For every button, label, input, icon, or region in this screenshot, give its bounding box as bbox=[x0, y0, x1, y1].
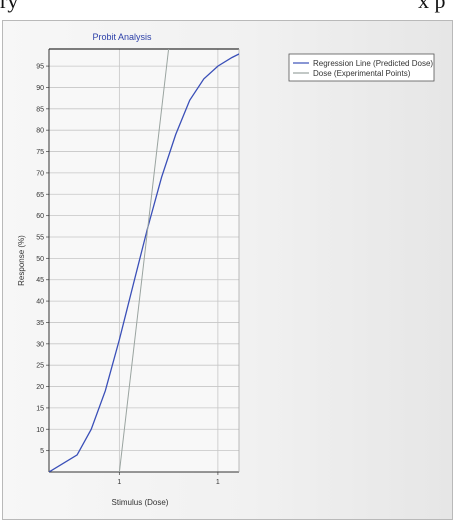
y-tick-label: 20 bbox=[36, 384, 44, 391]
x-axis-label: Stimulus (Dose) bbox=[112, 498, 169, 507]
regression-line bbox=[49, 53, 239, 472]
y-tick-label: 40 bbox=[36, 299, 44, 306]
chart-panel: 5 10 15 20 25 30 35 40 45 50 55 60 65 70 75 80 85 90 95 1 1 … bbox=[2, 20, 453, 520]
y-tick-label: 55 bbox=[36, 235, 44, 242]
y-tick-label: 95 bbox=[36, 64, 44, 71]
legend-entry-label: Regression Line (Predicted Dose) bbox=[313, 59, 433, 68]
legend-entry-label: Dose (Experimental Points) bbox=[313, 69, 411, 78]
y-tick-label: 80 bbox=[36, 128, 44, 135]
caption-left-text: ry bbox=[0, 0, 19, 13]
y-tick-label: 30 bbox=[36, 341, 44, 348]
y-tick-label: 25 bbox=[36, 363, 44, 370]
y-tick-label: 5 bbox=[40, 448, 44, 455]
legend-box bbox=[288, 53, 435, 82]
experimental-dose-line bbox=[118, 48, 170, 472]
x-tick-label: 1 bbox=[216, 479, 220, 486]
top-caption-fragment: ry x p bbox=[0, 0, 456, 20]
series-layer bbox=[49, 48, 239, 472]
y-tick-label: 75 bbox=[36, 149, 44, 156]
legend: Regression Line (Predicted Dose)Dose (Ex… bbox=[288, 53, 435, 82]
y-tick-label: 65 bbox=[36, 192, 44, 199]
y-tick-label: 10 bbox=[36, 427, 44, 434]
y-tick-label: 15 bbox=[36, 405, 44, 412]
y-axis-label: Response (%) bbox=[17, 235, 26, 286]
y-tick-label: 50 bbox=[36, 256, 44, 263]
y-tick-label: 85 bbox=[36, 106, 44, 113]
x-tick-label: 1 bbox=[117, 479, 121, 486]
axes-layer: 5 10 15 20 25 30 35 40 45 50 55 60 65 70 75 80 85 90 95 1 1 bbox=[36, 48, 240, 486]
chart-title: Probit Analysis bbox=[92, 32, 152, 42]
y-tick-label: 35 bbox=[36, 320, 44, 327]
y-tick-label: 70 bbox=[36, 170, 44, 177]
y-tick-label: 90 bbox=[36, 85, 44, 92]
y-tick-label: 45 bbox=[36, 277, 44, 284]
caption-right-text: x p bbox=[418, 0, 446, 13]
y-tick-label: 60 bbox=[36, 213, 44, 220]
